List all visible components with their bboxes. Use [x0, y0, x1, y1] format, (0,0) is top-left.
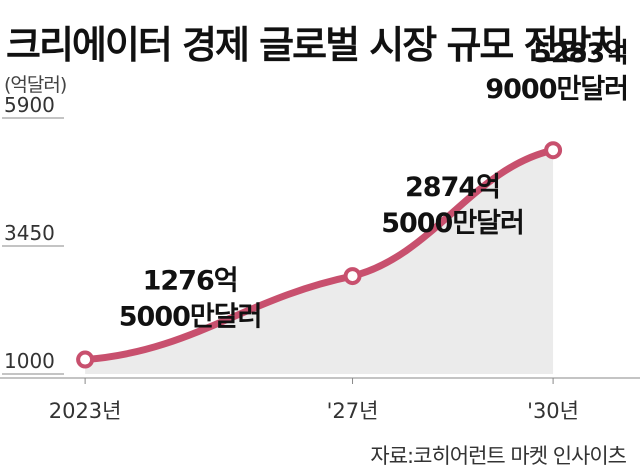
y-tick-label-0: 1000: [4, 349, 55, 373]
data-point-1: [343, 267, 362, 286]
data-point-0: [76, 350, 95, 369]
area-fill-shape: [85, 150, 554, 374]
data-label-2-line2: 9000만달러: [485, 74, 628, 105]
data-labels: 1276억 5000만달러 2874억 5000만달러 5283억 9000만달러: [119, 38, 629, 333]
x-tick-label-0: 2023년: [49, 399, 122, 423]
data-label-1-line2: 5000만달러: [381, 208, 524, 239]
data-label-2-line1: 5283억: [533, 38, 628, 69]
chart-title: 크리에이터 경제 글로벌 시장 규모 전망치: [6, 23, 624, 67]
data-label-1-line1: 2874억: [405, 172, 500, 203]
x-axis-ticks: 2023년 '27년 '30년: [49, 378, 579, 423]
data-label-0-line1: 1276억: [143, 266, 238, 297]
data-point-2: [544, 141, 563, 160]
source-note: 자료:코히어런트 마켓 인사이츠: [370, 444, 627, 468]
x-tick-label-1: '27년: [327, 399, 379, 423]
y-tick-label-2: 5900: [4, 93, 55, 117]
data-points: [76, 141, 563, 369]
x-tick-label-2: '30년: [527, 399, 579, 423]
data-label-0-line2: 5000만달러: [119, 302, 262, 333]
y-tick-label-1: 3450: [4, 221, 55, 245]
y-axis-unit-label: (억달러): [4, 74, 67, 96]
y-axis-ticks: 1000 3450 5900: [2, 93, 64, 375]
